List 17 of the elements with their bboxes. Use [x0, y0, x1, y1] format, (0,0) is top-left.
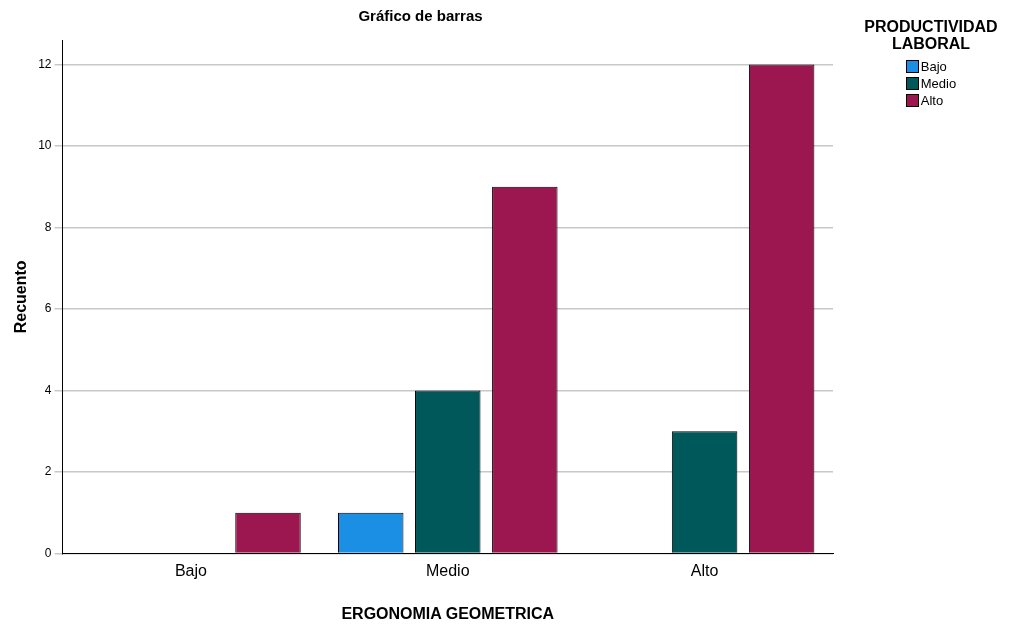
- x-tick-label: Medio: [425, 561, 470, 579]
- x-tick-label: Bajo: [174, 561, 208, 579]
- y-tick-label: 0: [44, 545, 52, 560]
- chart-title: Gráfico de barras: [358, 7, 483, 25]
- y-tick-label: 4: [44, 382, 52, 397]
- y-tick-label: 10: [38, 138, 52, 153]
- x-tick-label: Alto: [690, 561, 719, 579]
- y-axis-title: Recuento: [12, 260, 30, 334]
- y-tick-label: 2: [44, 464, 52, 479]
- y-tick-label: 12: [38, 56, 52, 71]
- y-tick-label: 8: [44, 219, 52, 234]
- legend-label: Alto: [920, 92, 944, 109]
- legend-label: Medio: [920, 75, 957, 92]
- x-axis-title: ERGONOMIA GEOMETRICA: [341, 604, 555, 622]
- legend-label: Bajo: [920, 58, 947, 75]
- y-tick-label: 6: [44, 301, 52, 316]
- legend-title: PRODUCTIVIDAD LABORAL: [863, 18, 999, 52]
